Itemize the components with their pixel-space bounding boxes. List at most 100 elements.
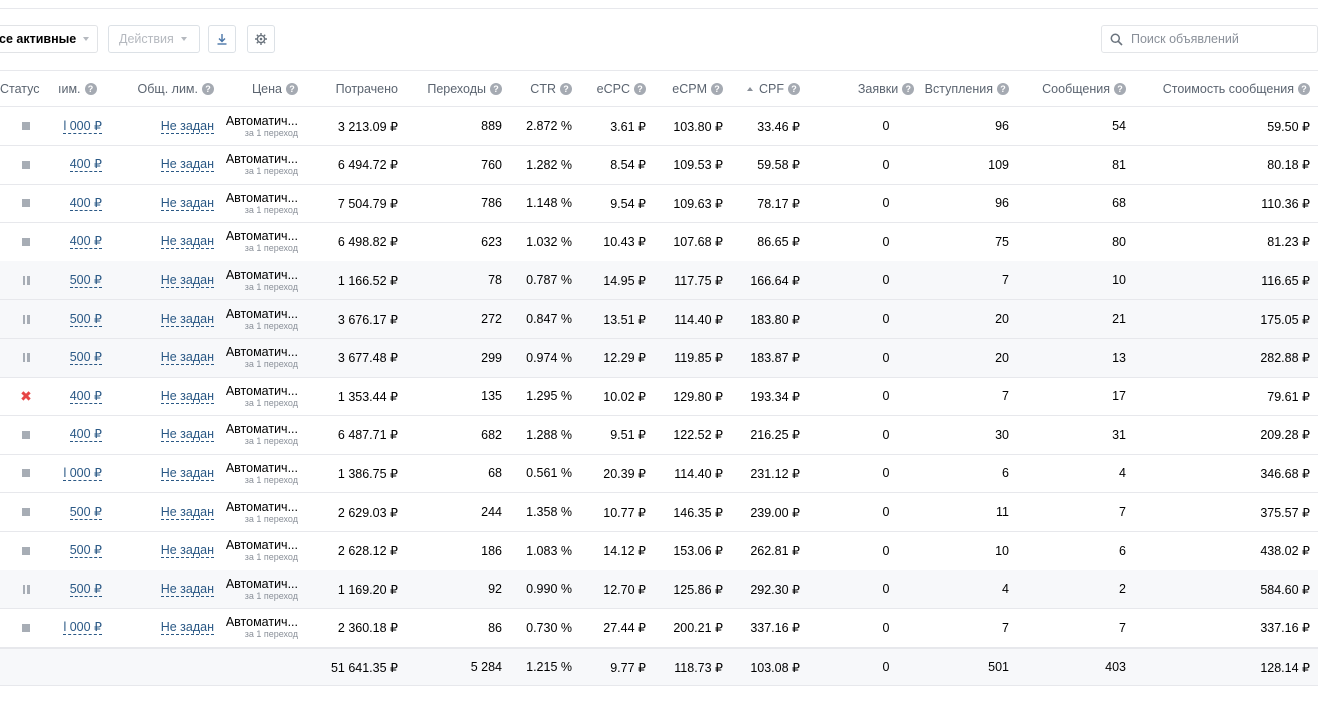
joins-cell: 109 [988,157,1009,172]
status-cell[interactable] [0,146,52,184]
limit-cell: 500 ₽ [58,261,102,299]
search-box[interactable] [1101,25,1318,53]
col-header-joins[interactable]: Вступления? [914,71,1009,106]
general-limit-link[interactable]: Не задан [160,465,214,481]
limit-link[interactable]: l 000 ₽ [63,465,102,481]
messages-cell: 17 [1112,389,1126,404]
limit-link[interactable]: l 000 ₽ [63,620,102,636]
table-row[interactable]: 500 ₽ Не задан Автоматич... за 1 переход… [0,570,1318,610]
col-header-ctr[interactable]: CTR? [510,71,572,106]
general-limit-link[interactable]: Не задан [160,427,214,443]
table-row[interactable]: l 000 ₽ Не задан Автоматич... за 1 перех… [0,454,1318,494]
help-icon[interactable]: ? [788,82,800,95]
limit-link[interactable]: 500 ₽ [69,581,102,597]
general-limit-link[interactable]: Не задан [160,620,214,636]
table-row[interactable]: 500 ₽ Не задан Автоматич... за 1 переход… [0,532,1318,571]
col-header-cpf[interactable]: CPF? [730,71,800,106]
limit-link[interactable]: 400 ₽ [69,195,102,211]
general-limit-link[interactable]: Не задан [160,350,214,366]
help-icon[interactable]: ? [286,82,298,95]
col-header-messages[interactable]: Сообщения? [1030,71,1126,106]
general-limit-link[interactable]: Не задан [160,234,214,250]
col-header-ecpc[interactable]: eCPC? [580,71,646,106]
download-button[interactable] [208,25,236,53]
limit-link[interactable]: 500 ₽ [69,272,102,288]
general-limit-link[interactable]: Не задан [160,543,214,559]
table-row[interactable]: 500 ₽ Не задан Автоматич... за 1 переход… [0,261,1318,301]
col-header-spent[interactable]: Потрачено [335,81,398,96]
status-cell[interactable] [0,416,52,454]
general-limit-link[interactable]: Не задан [160,388,214,404]
table-row[interactable]: 400 ₽ Не задан Автоматич... за 1 переход… [0,223,1318,262]
help-icon[interactable]: ? [84,82,97,95]
table-row[interactable]: 500 ₽ Не задан Автоматич... за 1 переход… [0,493,1318,532]
col-header-limit[interactable]: ıим.? [58,71,102,106]
status-cell[interactable] [0,223,52,261]
price-cell: Автоматич... за 1 переход [220,146,298,184]
col-header-status[interactable]: Статус [0,81,40,96]
total-joins: 501 [988,660,1009,674]
col-header-message-cost[interactable]: Стоимость сообщения? [1140,71,1310,106]
general-limit-link[interactable]: Не задан [160,118,214,134]
requests-cell: 0 [882,582,890,597]
table-row[interactable]: 400 ₽ Не задан Автоматич... за 1 переход… [0,146,1318,185]
price-cell: Автоматич... за 1 переход [220,377,298,415]
help-icon[interactable]: ? [711,82,723,95]
general-limit-link[interactable]: Не задан [160,504,214,520]
help-icon[interactable]: ? [490,82,502,95]
help-icon[interactable]: ? [560,82,572,95]
ecpc-cell: 3.61 ₽ [610,119,646,134]
col-header-general-limit[interactable]: Общ. лим.? [120,71,214,106]
general-limit-link[interactable]: Не задан [160,581,214,597]
limit-link[interactable]: 500 ₽ [69,543,102,559]
limit-link[interactable]: 400 ₽ [69,427,102,443]
table-row[interactable]: 400 ₽ Не задан Автоматич... за 1 переход… [0,184,1318,224]
limit-link[interactable]: 400 ₽ [69,388,102,404]
status-cell[interactable] [0,570,52,608]
help-icon[interactable]: ? [634,82,646,95]
limit-link[interactable]: 500 ₽ [69,350,102,366]
general-limit-link[interactable]: Не задан [160,272,214,288]
limit-link[interactable]: 500 ₽ [69,504,102,520]
help-icon[interactable]: ? [902,82,915,95]
general-limit-link[interactable]: Не задан [160,195,214,211]
stop-icon [22,469,30,478]
price-unit: за 1 переход [244,320,298,331]
settings-button[interactable] [247,25,275,53]
status-cell[interactable]: ✖ [0,377,52,415]
help-icon[interactable]: ? [997,82,1009,95]
status-cell[interactable] [0,454,52,492]
table-row[interactable]: l 000 ₽ Не задан Автоматич... за 1 перех… [0,107,1318,146]
general-limit-link[interactable]: Не задан [160,311,214,327]
ecpc-cell: 13.51 ₽ [603,312,646,327]
status-cell[interactable] [0,107,52,145]
limit-link[interactable]: l 000 ₽ [63,118,102,134]
status-cell[interactable] [0,261,52,299]
col-header-ecpm[interactable]: eCPM? [654,71,723,106]
status-filter-dropdown[interactable]: се активные [0,25,98,53]
limit-link[interactable]: 500 ₽ [69,311,102,327]
status-cell[interactable] [0,339,52,377]
help-icon[interactable]: ? [202,82,214,95]
status-cell[interactable] [0,532,52,570]
status-cell[interactable] [0,300,52,338]
table-row[interactable]: 500 ₽ Не задан Автоматич... за 1 переход… [0,338,1318,378]
table-row[interactable]: l 000 ₽ Не задан Автоматич... за 1 перех… [0,609,1318,648]
limit-link[interactable]: 400 ₽ [69,234,102,250]
general-limit-link[interactable]: Не задан [160,157,214,173]
col-header-price[interactable]: Цена? [220,71,298,106]
help-icon[interactable]: ? [1298,82,1310,95]
ctr-cell: 0.847 % [526,312,572,326]
col-header-requests[interactable]: Заявки? [826,71,946,106]
status-cell[interactable] [0,609,52,647]
actions-dropdown[interactable]: Действия [108,25,200,53]
table-row[interactable]: ✖ 400 ₽ Не задан Автоматич... за 1 перех… [0,377,1318,417]
limit-link[interactable]: 400 ₽ [69,157,102,173]
table-row[interactable]: 400 ₽ Не задан Автоматич... за 1 переход… [0,416,1318,455]
search-input[interactable] [1131,32,1311,46]
status-cell[interactable] [0,184,52,222]
col-header-clicks[interactable]: Переходы? [410,71,502,106]
table-row[interactable]: 500 ₽ Не задан Автоматич... за 1 переход… [0,300,1318,339]
status-cell[interactable] [0,493,52,531]
help-icon[interactable]: ? [1114,82,1126,95]
